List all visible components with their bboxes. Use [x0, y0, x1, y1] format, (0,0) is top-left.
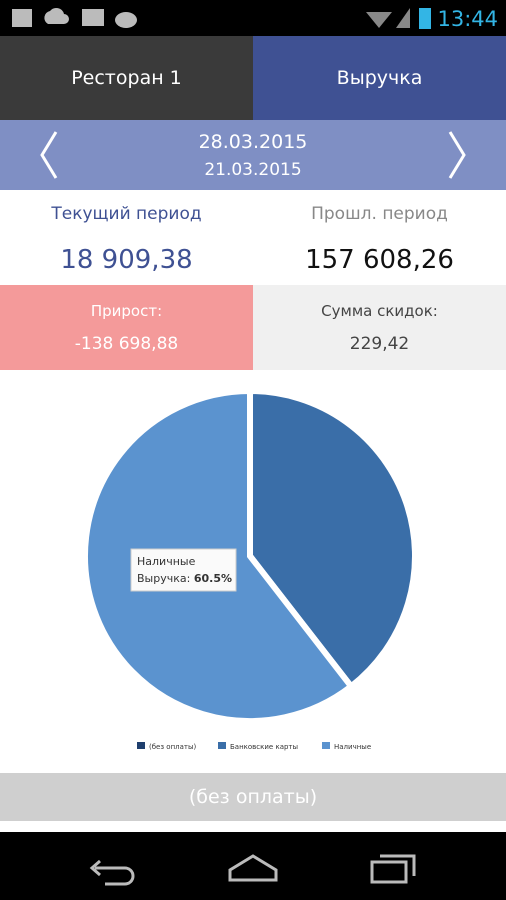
payment-selector[interactable]: (без оплаты) — [0, 773, 506, 821]
growth-value: -138 698,88 — [74, 334, 179, 354]
android-icon — [115, 12, 137, 28]
growth-box: Прирост: -138 698,88 — [0, 285, 253, 370]
home-button[interactable] — [228, 854, 278, 882]
discount-box: Сумма скидок: 229,42 — [253, 285, 506, 370]
previous-label: Прошл. период — [311, 204, 448, 224]
back-button[interactable] — [89, 859, 135, 886]
signal-icon — [396, 8, 410, 28]
mail-icon — [82, 9, 104, 26]
tab[interactable]: Ресторан 1 — [0, 36, 253, 120]
legend-label: (без оплаты) — [149, 743, 197, 751]
growth-label: Прирост: — [90, 302, 163, 320]
gallery-icon — [12, 9, 32, 27]
clock: 13:44 — [437, 7, 498, 31]
discount-value: 229,42 — [349, 334, 410, 354]
tab[interactable]: Выручка — [253, 36, 506, 120]
tooltip-line: Выручка: 60.5% — [137, 572, 232, 585]
current-label: Текущий период — [51, 204, 202, 224]
battery-icon — [419, 8, 431, 29]
recents-button[interactable] — [370, 854, 416, 884]
tooltip-category: Наличные — [137, 555, 196, 568]
discount-label: Сумма скидок: — [321, 302, 438, 320]
legend-label: Наличные — [334, 743, 371, 751]
wifi-icon — [366, 12, 392, 28]
previous-date: 21.03.2015 — [204, 160, 302, 180]
next-arrow[interactable] — [440, 128, 476, 182]
tooltip-box — [130, 548, 237, 592]
period-bar: 28.03.2015 21.03.2015 — [0, 120, 506, 190]
current-value: 18 909,38 — [60, 245, 193, 275]
legend-swatch — [137, 742, 145, 749]
legend-label: Банковские карты — [230, 743, 298, 751]
prev-arrow[interactable] — [30, 128, 66, 182]
tooltip-label: Выручка: — [137, 572, 190, 585]
status-icons: 13:44 — [12, 7, 498, 31]
pie-chart: Наличные Выручка: 60.5% (без оплаты) Банк… — [82, 387, 418, 751]
tooltip-value: 60.5% — [194, 572, 232, 585]
previous-value: 157 608,26 — [305, 245, 454, 275]
cloud-icon — [44, 7, 69, 25]
status-bar: 13:44 — [0, 0, 506, 36]
pie-slice — [247, 387, 418, 691]
legend-swatch — [322, 742, 330, 749]
legend-swatch — [218, 742, 226, 749]
nav-icons — [89, 854, 416, 886]
tooltip: Наличные Выручка: 60.5% — [130, 548, 237, 592]
nav-bar — [0, 832, 506, 900]
current-date: 28.03.2015 — [198, 131, 308, 153]
